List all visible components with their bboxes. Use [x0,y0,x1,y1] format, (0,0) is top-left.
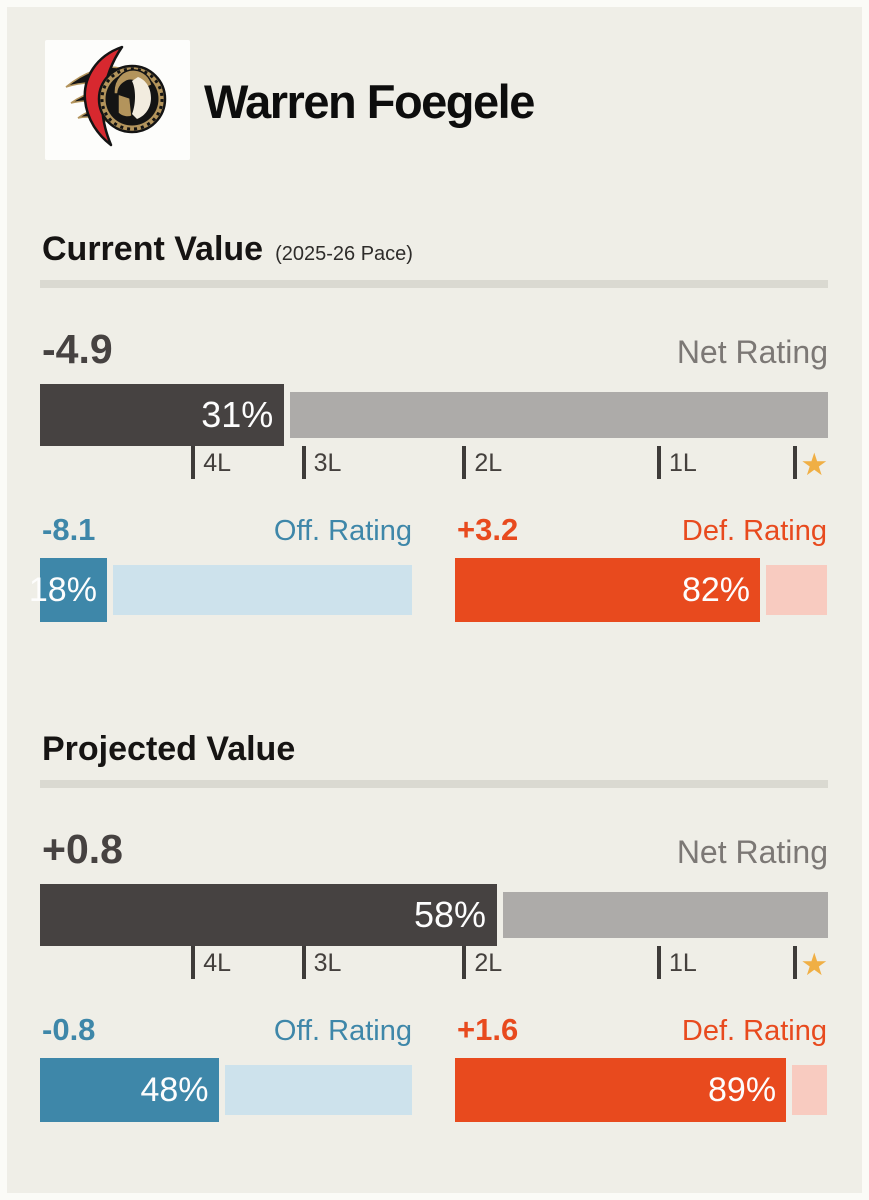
def-rating-bar: 89% [455,1058,827,1122]
net-rating-bar: 58% [40,884,828,946]
net-rating-header: +0.8 Net Rating [42,826,828,876]
tick-line [657,946,661,979]
section-title: Current Value [42,230,264,268]
off-rating-header: -0.8 Off. Rating [42,1012,412,1052]
section-divider [40,280,828,288]
tick-line [301,446,306,479]
tick-line [793,946,798,979]
projected-value-section: Projected Value +0.8 Net Rating 58% 4L 3L… [40,730,828,1122]
net-rating-value: -4.9 [42,326,113,372]
tick-line [191,946,196,979]
net-rating-value: +0.8 [42,826,123,872]
axis-tick-2l: 2L [462,946,502,979]
tick-line [793,446,798,479]
percentile-text: 31% [201,394,274,435]
def-rating-label: Def. Rating [681,515,827,547]
bar-remainder [766,565,827,615]
net-rating-header: -4.9 Net Rating [42,326,828,376]
tick-line [657,446,661,479]
def-rating-bar: 82% [455,558,827,622]
tick-line [462,446,467,479]
axis-star-marker: ★ [793,946,828,980]
line-threshold-axis: 4L 3L 2L 1L ★ [40,446,828,486]
tick-label: 2L [474,449,503,477]
def-rating-label: Def. Rating [681,1015,827,1047]
axis-tick-1l: 1L [657,946,697,979]
current-value-section: Current Value (2025-26 Pace) -4.9 Net Ra… [29,230,828,622]
tick-label: 1L [669,949,697,977]
bar-fill: 89% [455,1058,787,1122]
tick-label: 4L [203,949,232,977]
bar-fill: 18% [29,558,107,622]
net-rating-label: Net Rating [676,834,828,870]
def-rating-header: +1.6 Def. Rating [457,1012,827,1052]
off-rating-value: -0.8 [42,1012,96,1047]
section-title: Projected Value [42,730,296,768]
bar-remainder [290,392,828,438]
percentile-text: 48% [140,1070,209,1109]
axis-tick-1l: 1L [657,446,697,479]
axis-tick-3l: 3L [301,946,342,979]
tick-line [301,946,306,979]
def-rating-value: +1.6 [457,1012,519,1047]
off-rating-bar: 48% [40,1058,412,1122]
tick-label: 2L [474,949,503,977]
tick-label: 4L [203,449,232,477]
ottawa-senators-logo-icon [65,45,166,147]
percentile-text: 89% [708,1070,777,1109]
bar-fill: 31% [40,384,285,446]
axis-tick-2l: 2L [462,446,502,479]
tick-label: 3L [313,949,342,977]
bar-fill: 82% [455,558,761,622]
bar-fill: 48% [40,1058,219,1122]
section-heading: Projected Value [42,730,307,769]
star-icon: ★ [800,447,829,482]
team-logo-box [45,40,190,160]
off-rating-label: Off. Rating [273,1015,412,1047]
section-subtitle: (2025-26 Pace) [275,243,413,265]
bar-remainder [112,565,412,615]
percentile-text: 58% [413,894,487,935]
tick-label: 1L [669,449,697,477]
net-rating-bar: 31% [40,384,828,446]
tick-label: 3L [313,449,342,477]
bar-fill: 58% [40,884,498,946]
bar-remainder [503,892,828,938]
off-rating-bar: 18% [29,558,412,622]
def-rating-value: +3.2 [457,512,519,547]
net-rating-label: Net Rating [676,334,828,370]
axis-tick-3l: 3L [301,446,342,479]
off-rating-header: -8.1 Off. Rating [42,512,412,552]
def-rating-header: +3.2 Def. Rating [457,512,827,552]
bar-remainder [792,1065,827,1115]
tick-line [191,446,196,479]
axis-tick-4l: 4L [191,446,231,479]
off-rating-label: Off. Rating [273,515,412,547]
tick-line [462,946,467,979]
line-threshold-axis: 4L 3L 2L 1L ★ [40,946,828,986]
player-name: Warren Foegele [204,75,535,128]
percentile-text: 18% [28,570,97,609]
bar-remainder [224,1065,412,1115]
axis-tick-4l: 4L [191,946,231,979]
section-heading: Current Value (2025-26 Pace) [42,230,413,269]
star-icon: ★ [800,947,829,982]
section-divider [40,780,828,788]
axis-star-marker: ★ [793,446,828,480]
off-rating-value: -8.1 [42,512,96,547]
percentile-text: 82% [681,570,751,609]
